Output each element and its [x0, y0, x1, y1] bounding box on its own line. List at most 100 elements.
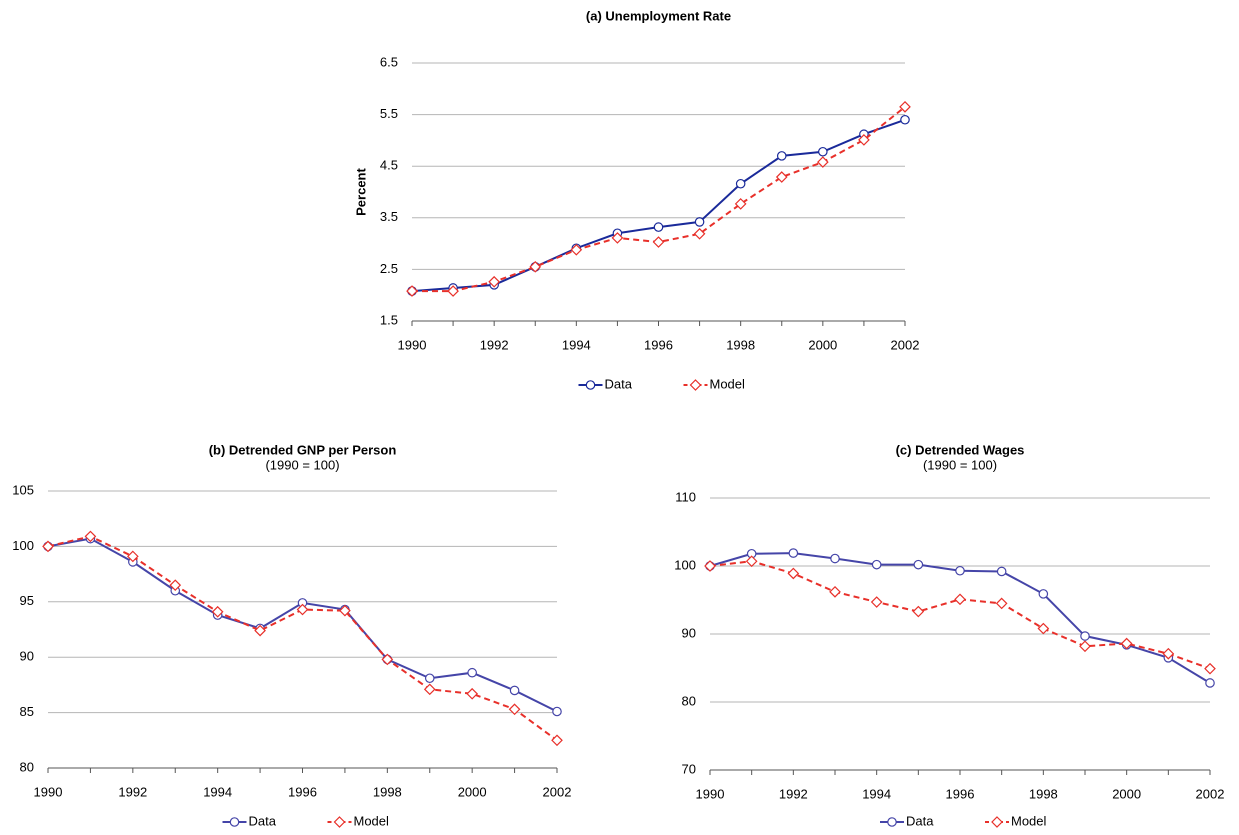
data-point [1162, 647, 1175, 660]
data-point [652, 236, 665, 248]
legend-label: Model [354, 813, 390, 828]
y-tick-label: 95 [20, 593, 34, 608]
x-tick-label: 1998 [726, 337, 755, 352]
data-point [995, 597, 1008, 610]
data-point [1204, 662, 1216, 675]
x-tick-label: 2002 [543, 784, 572, 799]
x-tick-label: 1990 [696, 786, 725, 801]
data-point [424, 673, 435, 684]
data-point [955, 565, 965, 576]
data-point [900, 114, 910, 125]
x-tick-label: 1996 [946, 786, 975, 801]
data-point [1205, 678, 1215, 688]
x-tick-label: 1998 [373, 784, 402, 799]
data-point [787, 567, 800, 580]
data-point [830, 553, 840, 564]
y-tick-label: 70 [682, 761, 696, 776]
legend-label: Data [906, 813, 934, 828]
data-point [551, 734, 563, 747]
y-tick-label: 85 [20, 704, 34, 719]
data-point [829, 585, 841, 598]
legend-marker [887, 817, 897, 827]
y-axis-label: Percent [353, 167, 368, 215]
legend-marker [991, 816, 1003, 828]
data-point [693, 227, 706, 240]
data-point [734, 198, 747, 210]
y-tick-label: 100 [674, 557, 696, 572]
legend-marker [585, 380, 596, 390]
data-point [42, 540, 54, 553]
series-line [412, 106, 906, 293]
y-tick-label: 6.5 [380, 54, 398, 69]
legend-label: Data [249, 813, 277, 828]
data-point [570, 243, 583, 256]
data-point [871, 559, 882, 570]
data-point [1079, 640, 1091, 653]
y-tick-label: 4.5 [380, 158, 398, 173]
y-tick-label: 80 [682, 693, 696, 708]
x-tick-label: 2002 [891, 337, 920, 352]
x-tick-label: 2000 [808, 337, 837, 352]
y-tick-label: 90 [20, 649, 34, 664]
chart-title: (a) Unemployment Rate [586, 8, 731, 23]
x-tick-label: 1994 [862, 786, 891, 801]
data-point [254, 624, 266, 637]
data-point [858, 134, 870, 146]
x-tick-label: 2000 [1112, 786, 1141, 801]
chart-subtitle: (1990 = 100) [265, 457, 339, 472]
data-point [816, 156, 829, 168]
y-tick-label: 1.5 [380, 312, 398, 327]
legend-label: Model [710, 376, 746, 391]
y-tick-label: 80 [20, 759, 34, 774]
x-tick-label: 1994 [562, 337, 591, 352]
legend-marker [229, 817, 240, 827]
data-point [169, 579, 182, 592]
legend-label: Model [1011, 813, 1047, 828]
data-point [775, 171, 788, 183]
data-point [1120, 637, 1133, 650]
data-point [745, 555, 758, 568]
chart-subtitle: (1990 = 100) [923, 457, 997, 472]
data-point [406, 285, 418, 297]
x-tick-label: 2002 [1196, 786, 1225, 801]
data-point [423, 683, 436, 696]
chart-title: (c) Detrended Wages [896, 442, 1025, 457]
series-line [411, 118, 906, 293]
data-point [704, 560, 716, 572]
data-point [488, 275, 501, 288]
data-point [912, 605, 925, 618]
series-line [47, 535, 558, 742]
y-tick-label: 100 [12, 538, 34, 553]
data-point [466, 687, 479, 700]
legend-marker [333, 816, 346, 828]
x-tick-label: 1990 [34, 784, 63, 799]
x-tick-label: 1998 [1029, 786, 1058, 801]
x-tick-label: 1996 [644, 337, 673, 352]
data-point [552, 706, 562, 717]
y-tick-label: 3.5 [380, 209, 398, 224]
data-point [776, 151, 787, 161]
data-point [611, 232, 624, 244]
data-point [126, 550, 139, 563]
data-point [529, 260, 542, 273]
y-tick-label: 110 [675, 489, 696, 504]
x-tick-label: 2000 [458, 784, 487, 799]
data-point [1038, 589, 1049, 599]
series-line [47, 537, 558, 713]
legend-label: Data [605, 376, 633, 391]
series-line [709, 560, 1211, 670]
data-point [913, 559, 924, 570]
data-point [381, 653, 394, 666]
data-point [509, 685, 520, 696]
chart-title: (b) Detrended GNP per Person [209, 442, 397, 457]
data-point [296, 603, 309, 616]
data-point [447, 285, 459, 297]
data-point [996, 566, 1007, 577]
data-point [84, 530, 97, 543]
data-point [653, 222, 664, 232]
x-tick-label: 1994 [203, 784, 232, 799]
y-tick-label: 105 [12, 482, 34, 497]
data-point [1080, 631, 1090, 641]
data-point [211, 605, 224, 618]
